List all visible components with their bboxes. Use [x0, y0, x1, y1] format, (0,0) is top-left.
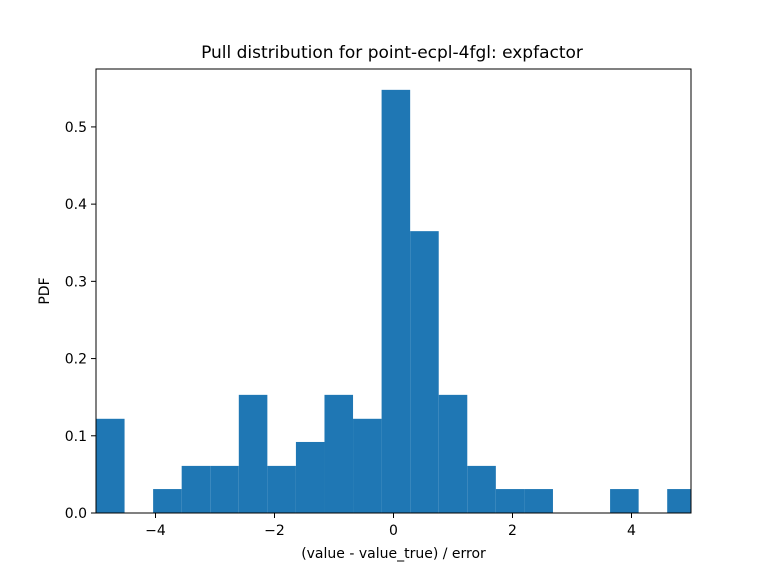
x-tick-label: 4: [627, 523, 636, 539]
histogram-bar-4: [210, 465, 239, 513]
histogram-bar-6: [267, 465, 296, 513]
histogram-bar-8: [324, 394, 354, 513]
y-tick-label: 0.0: [65, 506, 87, 522]
histogram-bar-9: [353, 418, 382, 513]
y-tick-label: 0.5: [65, 120, 87, 136]
chart-title: Pull distribution for point-ecpl-4fgl: e…: [201, 43, 583, 63]
histogram-bar-5: [238, 394, 268, 513]
y-tick-label: 0.1: [65, 429, 87, 445]
histogram-bar-11: [410, 231, 439, 513]
x-tick-label: −2: [264, 523, 285, 539]
histogram-bar-15: [524, 489, 553, 513]
x-tick-label: 2: [508, 523, 517, 539]
histogram-bar-18: [610, 489, 639, 513]
histogram-bar-20: [667, 489, 691, 513]
histogram-bar-3: [181, 465, 211, 513]
x-axis-ticks: −4 −2 0 2 4: [145, 513, 636, 539]
y-axis-ticks: 0.0 0.1 0.2 0.3 0.4 0.5: [65, 120, 96, 522]
x-tick-label: 0: [389, 523, 398, 539]
y-tick-label: 0.4: [65, 197, 87, 213]
histogram-bar-10: [381, 89, 411, 513]
y-tick-label: 0.2: [65, 352, 87, 368]
y-axis-label: PDF: [37, 277, 53, 304]
histogram-bar-7: [295, 441, 325, 513]
x-axis-label: (value - value_true) / error: [301, 546, 486, 562]
histogram-bar-2: [153, 489, 182, 513]
x-tick-label: −4: [145, 523, 166, 539]
histogram-bars: [96, 89, 691, 513]
y-tick-label: 0.3: [65, 274, 87, 290]
histogram-bar-14: [495, 489, 525, 513]
histogram-bar-13: [467, 465, 496, 513]
histogram-bar-0: [96, 418, 125, 513]
plot-frame: [95, 68, 692, 514]
histogram-bar-12: [438, 394, 468, 513]
